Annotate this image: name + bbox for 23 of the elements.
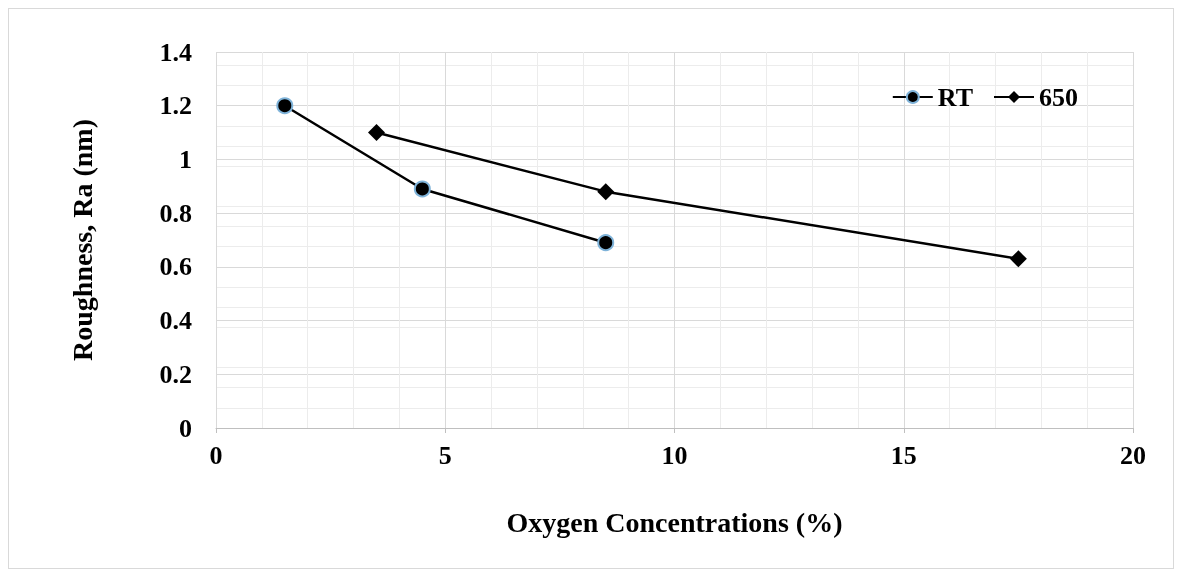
- y-tick-label: 1: [179, 144, 192, 174]
- x-tick-label: 10: [661, 440, 688, 470]
- x-tick-label: 20: [1120, 440, 1146, 470]
- y-tick-label: 0.4: [159, 306, 192, 336]
- y-axis-title: Roughness, Ra (nm): [66, 119, 98, 361]
- point: [1009, 250, 1027, 268]
- point: [597, 183, 615, 201]
- x-tick-label: 15: [890, 440, 917, 470]
- y-tick-label: 1.4: [159, 37, 192, 67]
- legend-label: RT: [937, 82, 974, 112]
- y-tick-label: 0.6: [159, 252, 192, 282]
- point: [367, 124, 385, 142]
- legend-label: 650: [1039, 82, 1078, 112]
- y-tick-label: 0.2: [159, 359, 192, 389]
- y-tick-label: 0: [179, 413, 192, 443]
- point: [276, 97, 294, 115]
- x-axis-title: Oxygen Concentrations (%): [506, 506, 843, 538]
- y-tick-label: 0.8: [159, 198, 192, 228]
- point: [597, 234, 615, 252]
- point: [413, 180, 431, 198]
- x-tick-label: 0: [209, 440, 223, 470]
- y-tick-label: 1.2: [159, 91, 192, 121]
- x-tick-label: 5: [438, 440, 452, 470]
